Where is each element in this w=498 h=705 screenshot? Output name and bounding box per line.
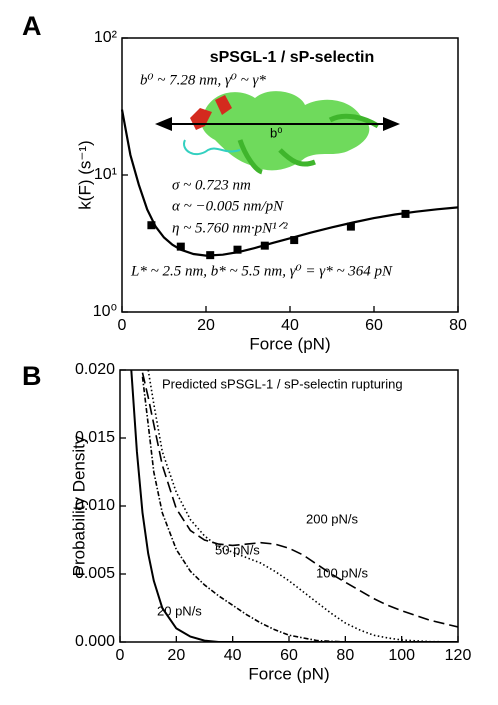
x-axis-label: Force (pN): [249, 334, 330, 353]
data-point: [147, 221, 156, 230]
annotation: η ~ 5.760 nm·pN¹ᐟ²: [172, 220, 288, 236]
annotation: L* ~ 2.5 nm, b* ~ 5.5 nm, γ⁰ = γ* ~ 364 …: [130, 263, 393, 279]
x-tick-label: 100: [388, 647, 415, 664]
plot-frame: [119, 369, 459, 643]
panel-label: B: [22, 361, 42, 391]
y-tick-label: 0.015: [75, 429, 115, 446]
series-label: 20 pN/s: [157, 603, 202, 618]
x-tick-label: 0: [116, 647, 125, 664]
series-label: 200 pN/s: [306, 511, 359, 526]
plot-area: [130, 370, 458, 642]
data-point: [346, 222, 355, 231]
x-tick-label: 60: [365, 317, 383, 334]
annotation: b⁰ ~ 7.28 nm, γ⁰ ~ γ*: [140, 72, 266, 88]
y-tick-label: 10²: [94, 29, 118, 46]
data-line: [147, 370, 458, 642]
data-line: [130, 370, 458, 642]
data-line: [120, 109, 459, 257]
chart-title: sPSGL-1 / sP-selectin: [210, 49, 375, 66]
data-line: [141, 376, 458, 642]
x-tick-label: 20: [197, 317, 215, 334]
y-tick-label: 0.010: [75, 497, 115, 514]
series-label: 50 pN/s: [215, 542, 260, 557]
x-tick-label: 80: [336, 647, 354, 664]
y-tick-label: 0.020: [75, 361, 115, 378]
annotation: b⁰: [270, 125, 282, 140]
panel-label: A: [22, 11, 42, 41]
x-tick-label: 0: [118, 317, 127, 334]
y-axis-label: Probability Density: [69, 435, 88, 576]
data-point: [176, 242, 185, 251]
data-point: [290, 236, 299, 245]
chart-title: Predicted sPSGL-1 / sP-selectin rupturin…: [162, 376, 403, 391]
data-point: [233, 245, 242, 254]
protein-structure: [155, 91, 400, 175]
y-tick-label: 0.000: [75, 633, 115, 650]
annotation: σ ~ 0.723 nm: [172, 177, 251, 193]
annotation: α ~ −0.005 nm/pN: [172, 198, 284, 214]
y-tick-label: 10⁰: [93, 303, 117, 320]
x-tick-label: 40: [281, 317, 299, 334]
series-label: 100 pN/s: [316, 565, 369, 580]
y-tick-label: 0.005: [75, 565, 115, 582]
x-axis-label: Force (pN): [248, 664, 329, 683]
x-tick-label: 80: [449, 317, 467, 334]
y-axis-label: k(F) (s⁻¹): [75, 140, 94, 209]
x-tick-label: 40: [224, 647, 242, 664]
x-tick-label: 60: [280, 647, 298, 664]
x-tick-label: 120: [445, 647, 472, 664]
x-tick-label: 20: [167, 647, 185, 664]
data-line: [141, 372, 458, 628]
y-tick-label: 10¹: [94, 166, 117, 183]
